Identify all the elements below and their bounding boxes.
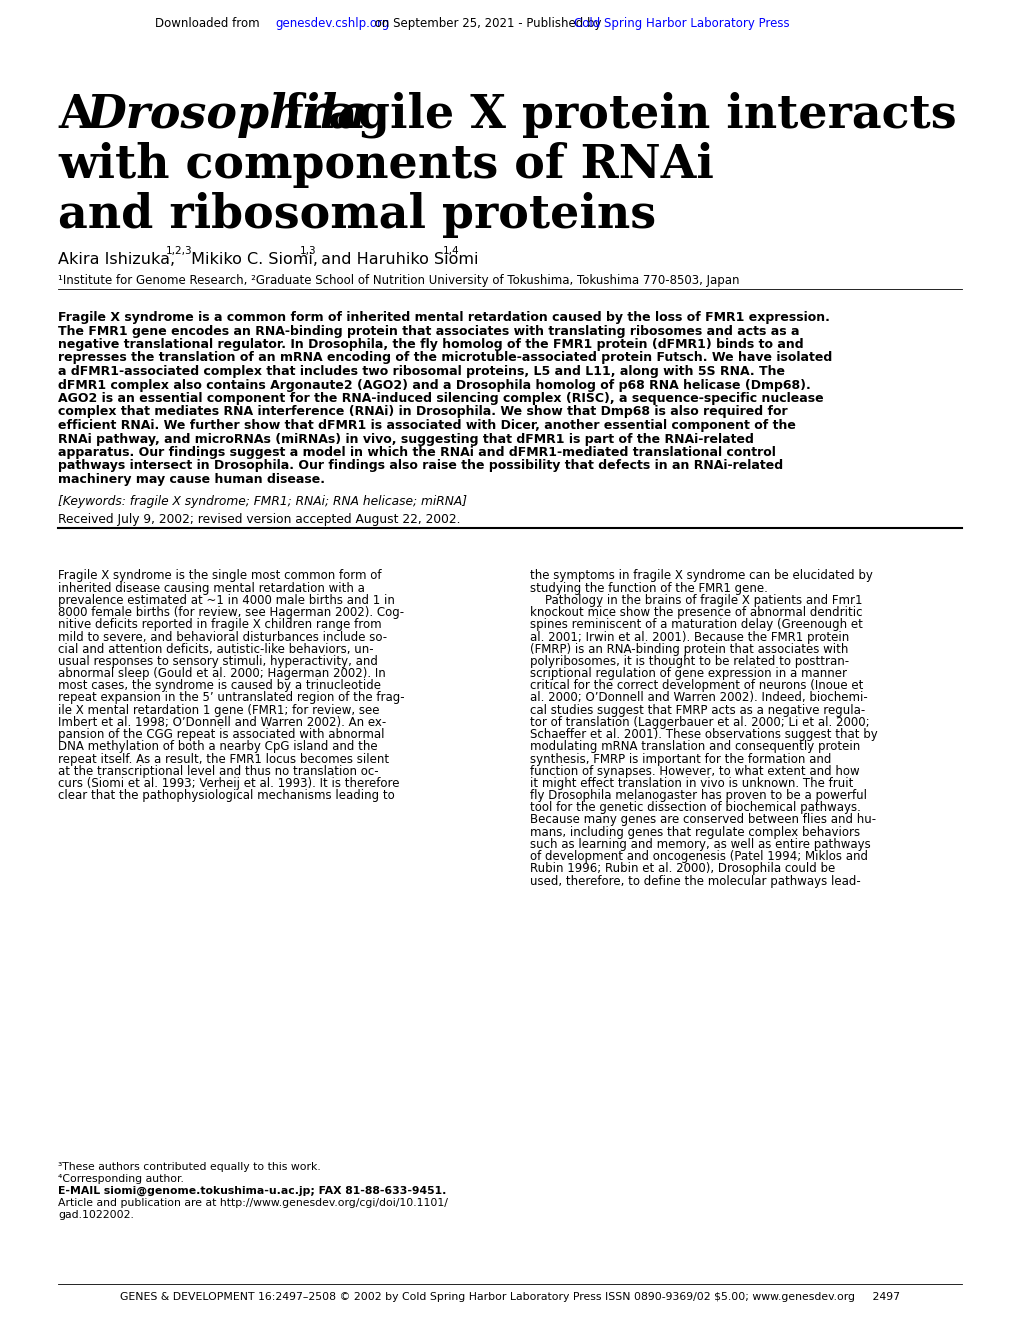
Text: (FMRP) is an RNA-binding protein that associates with: (FMRP) is an RNA-binding protein that as… bbox=[530, 643, 848, 656]
Text: a dFMR1-associated complex that includes two ribosomal proteins, L5 and L11, alo: a dFMR1-associated complex that includes… bbox=[58, 366, 785, 378]
Text: ile X mental retardation 1 gene (FMR1; for review, see: ile X mental retardation 1 gene (FMR1; f… bbox=[58, 704, 379, 717]
Text: pansion of the CGG repeat is associated with abnormal: pansion of the CGG repeat is associated … bbox=[58, 729, 384, 741]
Text: usual responses to sensory stimuli, hyperactivity, and: usual responses to sensory stimuli, hype… bbox=[58, 655, 377, 668]
Text: on September 25, 2021 - Published by: on September 25, 2021 - Published by bbox=[371, 17, 604, 30]
Text: GENES & DEVELOPMENT 16:2497–2508 © 2002 by Cold Spring Harbor Laboratory Press I: GENES & DEVELOPMENT 16:2497–2508 © 2002 … bbox=[120, 1292, 899, 1302]
Text: cial and attention deficits, autistic-like behaviors, un-: cial and attention deficits, autistic-li… bbox=[58, 643, 373, 656]
Text: modulating mRNA translation and consequently protein: modulating mRNA translation and conseque… bbox=[530, 741, 859, 754]
Text: mans, including genes that regulate complex behaviors: mans, including genes that regulate comp… bbox=[530, 826, 859, 838]
Text: al. 2000; O’Donnell and Warren 2002). Indeed, biochemi-: al. 2000; O’Donnell and Warren 2002). In… bbox=[530, 692, 867, 705]
Text: Fragile X syndrome is the single most common form of: Fragile X syndrome is the single most co… bbox=[58, 569, 381, 582]
Text: repeat expansion in the 5’ untranslated region of the frag-: repeat expansion in the 5’ untranslated … bbox=[58, 692, 405, 705]
Text: Akira Ishizuka,: Akira Ishizuka, bbox=[58, 252, 175, 267]
Text: polyribosomes, it is thought to be related to posttran-: polyribosomes, it is thought to be relat… bbox=[530, 655, 848, 668]
Text: ³These authors contributed equally to this work.: ³These authors contributed equally to th… bbox=[58, 1162, 320, 1172]
Text: DNA methylation of both a nearby CpG island and the: DNA methylation of both a nearby CpG isl… bbox=[58, 741, 377, 754]
Text: scriptional regulation of gene expression in a manner: scriptional regulation of gene expressio… bbox=[530, 667, 846, 680]
Text: apparatus. Our findings suggest a model in which the RNAi and dFMR1-mediated tra: apparatus. Our findings suggest a model … bbox=[58, 446, 775, 459]
Text: nitive deficits reported in fragile X children range from: nitive deficits reported in fragile X ch… bbox=[58, 618, 381, 631]
Text: 1,2,3: 1,2,3 bbox=[166, 246, 193, 256]
Text: Because many genes are conserved between flies and hu-: Because many genes are conserved between… bbox=[530, 813, 875, 826]
Text: synthesis, FMRP is important for the formation and: synthesis, FMRP is important for the for… bbox=[530, 752, 830, 766]
Text: [Keywords: fragile X syndrome; FMR1; RNAi; RNA helicase; miRNA]: [Keywords: fragile X syndrome; FMR1; RNA… bbox=[58, 495, 467, 507]
Text: Fragile X syndrome is a common form of inherited mental retardation caused by th: Fragile X syndrome is a common form of i… bbox=[58, 312, 829, 323]
Text: E-MAIL siomi@genome.tokushima-u.ac.jp; FAX 81-88-633-9451.: E-MAIL siomi@genome.tokushima-u.ac.jp; F… bbox=[58, 1185, 446, 1196]
Text: tor of translation (Laggerbauer et al. 2000; Li et al. 2000;: tor of translation (Laggerbauer et al. 2… bbox=[530, 715, 869, 729]
Text: The FMR1 gene encodes an RNA-binding protein that associates with translating ri: The FMR1 gene encodes an RNA-binding pro… bbox=[58, 325, 799, 338]
Text: machinery may cause human disease.: machinery may cause human disease. bbox=[58, 473, 325, 486]
Text: fly Drosophila melanogaster has proven to be a powerful: fly Drosophila melanogaster has proven t… bbox=[530, 789, 866, 803]
Text: at the transcriptional level and thus no translation oc-: at the transcriptional level and thus no… bbox=[58, 764, 378, 777]
Text: negative translational regulator. In Drosophila, the fly homolog of the FMR1 pro: negative translational regulator. In Dro… bbox=[58, 338, 803, 351]
Text: cal studies suggest that FMRP acts as a negative regula-: cal studies suggest that FMRP acts as a … bbox=[530, 704, 864, 717]
Text: mild to severe, and behavioral disturbances include so-: mild to severe, and behavioral disturban… bbox=[58, 631, 387, 644]
Text: pathways intersect in Drosophila. Our findings also raise the possibility that d: pathways intersect in Drosophila. Our fi… bbox=[58, 459, 783, 473]
Text: Drosophila: Drosophila bbox=[86, 92, 367, 139]
Text: 1,4: 1,4 bbox=[442, 246, 460, 256]
Text: and Haruhiko Siomi: and Haruhiko Siomi bbox=[316, 252, 478, 267]
Text: AGO2 is an essential component for the RNA-induced silencing complex (RISC), a s: AGO2 is an essential component for the R… bbox=[58, 392, 822, 405]
Text: ⁴Corresponding author.: ⁴Corresponding author. bbox=[58, 1173, 183, 1184]
Text: it might effect translation in vivo is unknown. The fruit: it might effect translation in vivo is u… bbox=[530, 777, 853, 789]
Text: represses the translation of an mRNA encoding of the microtuble-associated prote: represses the translation of an mRNA enc… bbox=[58, 351, 832, 364]
Text: ¹Institute for Genome Research, ²Graduate School of Nutrition University of Toku: ¹Institute for Genome Research, ²Graduat… bbox=[58, 275, 739, 286]
Text: 8000 female births (for review, see Hagerman 2002). Cog-: 8000 female births (for review, see Hage… bbox=[58, 606, 404, 619]
Text: critical for the correct development of neurons (Inoue et: critical for the correct development of … bbox=[530, 680, 862, 692]
Text: fragile X protein interacts: fragile X protein interacts bbox=[268, 92, 956, 139]
Text: such as learning and memory, as well as entire pathways: such as learning and memory, as well as … bbox=[530, 838, 870, 851]
Text: genesdev.cshlp.org: genesdev.cshlp.org bbox=[275, 17, 389, 30]
Text: repeat itself. As a result, the FMR1 locus becomes silent: repeat itself. As a result, the FMR1 loc… bbox=[58, 752, 388, 766]
Text: Downloaded from: Downloaded from bbox=[155, 17, 263, 30]
Text: RNAi pathway, and microRNAs (miRNAs) in vivo, suggesting that dFMR1 is part of t: RNAi pathway, and microRNAs (miRNAs) in … bbox=[58, 433, 753, 446]
Text: prevalence estimated at ~1 in 4000 male births and 1 in: prevalence estimated at ~1 in 4000 male … bbox=[58, 594, 394, 607]
Text: Cold Spring Harbor Laboratory Press: Cold Spring Harbor Laboratory Press bbox=[574, 17, 789, 30]
Text: Article and publication are at http://www.genesdev.org/cgi/doi/10.1101/
gad.1022: Article and publication are at http://ww… bbox=[58, 1199, 447, 1220]
Text: used, therefore, to define the molecular pathways lead-: used, therefore, to define the molecular… bbox=[530, 874, 860, 887]
Text: studying the function of the FMR1 gene.: studying the function of the FMR1 gene. bbox=[530, 582, 767, 595]
Text: Schaeffer et al. 2001). These observations suggest that by: Schaeffer et al. 2001). These observatio… bbox=[530, 729, 877, 741]
Text: tool for the genetic dissection of biochemical pathways.: tool for the genetic dissection of bioch… bbox=[530, 801, 860, 814]
Text: clear that the pathophysiological mechanisms leading to: clear that the pathophysiological mechan… bbox=[58, 789, 394, 803]
Text: function of synapses. However, to what extent and how: function of synapses. However, to what e… bbox=[530, 764, 859, 777]
Text: abnormal sleep (Gould et al. 2000; Hagerman 2002). In: abnormal sleep (Gould et al. 2000; Hager… bbox=[58, 667, 385, 680]
Text: Imbert et al. 1998; O’Donnell and Warren 2002). An ex-: Imbert et al. 1998; O’Donnell and Warren… bbox=[58, 715, 386, 729]
Text: efficient RNAi. We further show that dFMR1 is associated with Dicer, another ess: efficient RNAi. We further show that dFM… bbox=[58, 418, 795, 432]
Text: Rubin 1996; Rubin et al. 2000), Drosophila could be: Rubin 1996; Rubin et al. 2000), Drosophi… bbox=[530, 862, 835, 875]
Text: most cases, the syndrome is caused by a trinucleotide: most cases, the syndrome is caused by a … bbox=[58, 680, 381, 692]
Text: Pathology in the brains of fragile X patients and Fmr1: Pathology in the brains of fragile X pat… bbox=[530, 594, 862, 607]
Text: spines reminiscent of a maturation delay (Greenough et: spines reminiscent of a maturation delay… bbox=[530, 618, 862, 631]
Text: knockout mice show the presence of abnormal dendritic: knockout mice show the presence of abnor… bbox=[530, 606, 862, 619]
Text: 1,3: 1,3 bbox=[300, 246, 316, 256]
Text: dFMR1 complex also contains Argonaute2 (AGO2) and a Drosophila homolog of p68 RN: dFMR1 complex also contains Argonaute2 (… bbox=[58, 379, 810, 392]
Text: inherited disease causing mental retardation with a: inherited disease causing mental retarda… bbox=[58, 582, 365, 595]
Text: complex that mediates RNA interference (RNAi) in Drosophila. We show that Dmp68 : complex that mediates RNA interference (… bbox=[58, 405, 787, 418]
Text: Mikiko C. Siomi,: Mikiko C. Siomi, bbox=[185, 252, 318, 267]
Text: curs (Siomi et al. 1993; Verheij et al. 1993). It is therefore: curs (Siomi et al. 1993; Verheij et al. … bbox=[58, 777, 399, 789]
Text: with components of RNAi: with components of RNAi bbox=[58, 143, 713, 187]
Text: al. 2001; Irwin et al. 2001). Because the FMR1 protein: al. 2001; Irwin et al. 2001). Because th… bbox=[530, 631, 849, 644]
Text: A: A bbox=[58, 92, 109, 139]
Text: of development and oncogenesis (Patel 1994; Miklos and: of development and oncogenesis (Patel 19… bbox=[530, 850, 867, 863]
Text: the symptoms in fragile X syndrome can be elucidated by: the symptoms in fragile X syndrome can b… bbox=[530, 569, 872, 582]
Text: Received July 9, 2002; revised version accepted August 22, 2002.: Received July 9, 2002; revised version a… bbox=[58, 512, 460, 525]
Text: and ribosomal proteins: and ribosomal proteins bbox=[58, 191, 655, 238]
